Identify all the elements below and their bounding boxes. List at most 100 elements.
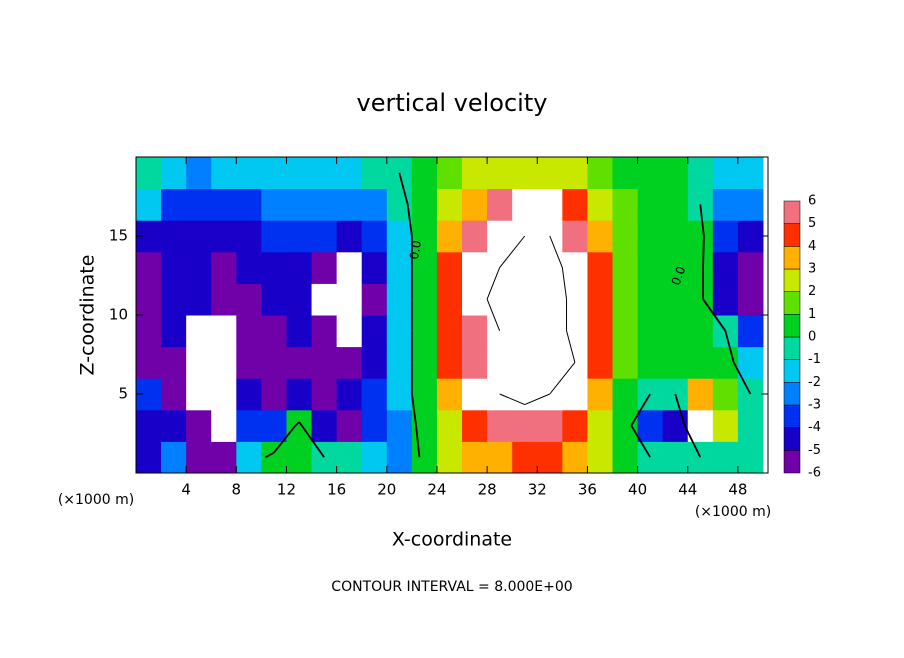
field-cell [186,188,212,221]
field-cell [562,157,588,190]
field-cell [161,283,187,316]
footer-note: CONTOUR INTERVAL = 8.000E+00 [331,579,572,595]
field-cell [712,251,739,284]
colorbar-label: 0 [808,330,816,345]
field-cell [336,378,363,411]
contour-line [499,235,526,268]
x-tick-label: 44 [678,481,697,499]
field-cell [462,188,488,221]
contour-line [415,425,421,458]
field-cell [737,409,764,442]
field-cell [436,441,463,474]
x-tick-label: 28 [478,481,497,499]
field-cell [386,283,413,316]
colorbar-label: 5 [808,216,816,231]
colorbar-label: -4 [808,420,821,435]
field-cell [386,441,413,474]
field-cell [512,283,538,316]
field-cell [211,157,237,190]
field-cell [637,283,664,316]
x-tick-label: 20 [377,481,396,499]
field-cell [487,157,513,190]
contour-line [702,235,705,268]
field-cell [512,378,538,411]
contour-line [702,298,727,332]
colorbar-label: 2 [808,284,816,299]
field-cell [161,378,187,411]
field-cell [286,157,313,190]
field-cell [637,157,664,190]
field-cell [687,378,714,411]
contour-line [486,299,501,331]
field-cell [361,157,388,190]
field-cell [161,188,187,221]
field-cell [512,346,538,379]
contour-line [674,393,686,426]
field-cell [637,409,664,442]
field-cell [311,251,338,284]
field-cell [336,251,363,284]
field [136,157,764,474]
field-cell [712,220,739,253]
colorbar-swatch [783,427,801,451]
contour-label: 0.0 [669,264,689,287]
y-axis-label: Z-coordinate [77,255,99,376]
field-cell [436,283,463,316]
field-cell [161,220,187,253]
field-cell [186,409,212,442]
field-cell [587,188,614,221]
field-cell [737,220,764,253]
field-cell [211,315,237,348]
field-cell [211,409,237,442]
x-tick-label: 40 [628,481,647,499]
field-cell [161,346,187,379]
field-cell [537,283,563,316]
field-cell [662,315,689,348]
field-cell [211,188,237,221]
colorbar-swatch [783,268,801,292]
field-cell [261,346,287,379]
field-cell [311,346,338,379]
field-cell [587,346,614,379]
field-cell [186,157,212,190]
field-cell [361,220,388,253]
contour-line [732,361,752,395]
colorbar-label: 4 [808,239,816,254]
field-cell [211,441,237,474]
field-cell [411,441,438,474]
field-cell [462,378,488,411]
field-cell [411,220,438,253]
field-cell [136,315,162,348]
contour-line [301,425,325,458]
field-cell [236,409,262,442]
field-cell [311,283,338,316]
field-cell [186,251,212,284]
field-cell [612,220,639,253]
contours [265,172,752,458]
field-cell [386,220,413,253]
contour-line [724,330,735,363]
field-cell [386,315,413,348]
field-cell [612,315,639,348]
field-cell [612,251,639,284]
y-tick-label: 5 [118,385,128,403]
field-cell [261,283,287,316]
field-cell [612,283,639,316]
field-cell [361,251,388,284]
field-cell [687,157,714,190]
field-cell [186,378,212,411]
field-cell [662,188,689,221]
field-cell [662,346,689,379]
field-cell [411,188,438,221]
contour-line [566,330,576,363]
contour-line [398,172,409,205]
field-cell [236,283,262,316]
y-tick-label: 10 [109,306,128,324]
contour-line [486,267,501,300]
field-cell [712,378,739,411]
colorbar-swatch [783,382,801,406]
field-cell [512,315,538,348]
field-cell [612,188,639,221]
contour-line [499,393,525,405]
x-unit-label: (×1000 m) [695,504,771,520]
